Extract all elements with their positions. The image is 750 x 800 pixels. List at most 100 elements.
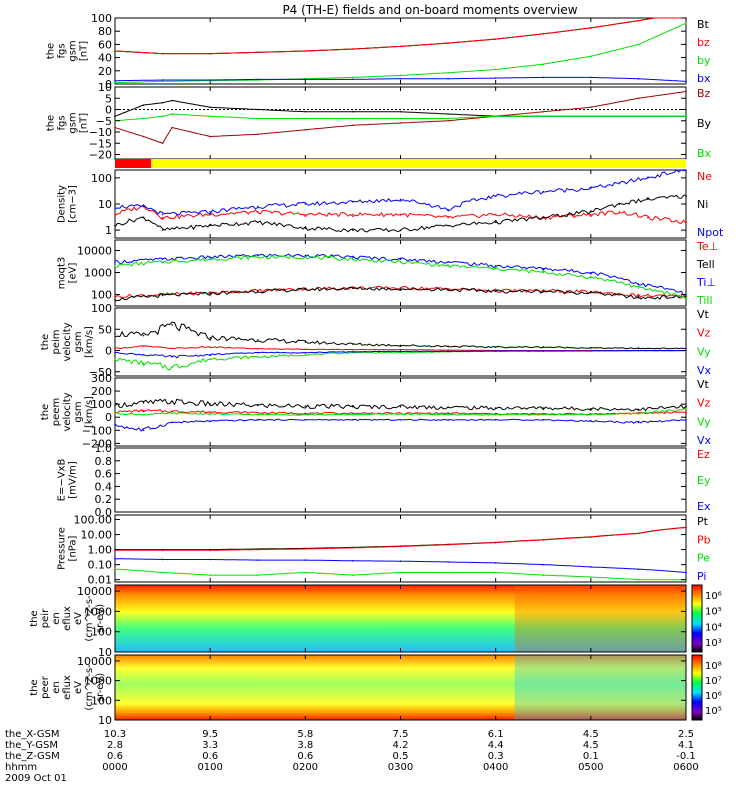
data-point <box>590 420 592 422</box>
data-point <box>209 106 211 109</box>
data-point <box>399 344 402 347</box>
y-tick-label: 20 <box>98 65 112 78</box>
legend-entry: Vz <box>697 327 711 340</box>
data-point <box>494 115 497 118</box>
data-point <box>352 256 354 258</box>
legend-entry: Tell <box>696 258 715 271</box>
data-point <box>256 256 259 258</box>
data-point <box>114 115 116 118</box>
data-point <box>494 221 497 224</box>
y-tick-label: −50 <box>89 366 112 379</box>
legend-entry: Ey <box>697 474 711 487</box>
data-point <box>209 358 211 360</box>
data-point <box>542 407 545 409</box>
data-point <box>352 350 354 353</box>
legend-entry: by <box>697 54 711 67</box>
data-point <box>256 290 259 293</box>
ephemeris-value: 3.8 <box>297 740 313 751</box>
data-point <box>209 574 211 576</box>
y-tick-label: 100 <box>91 288 112 301</box>
data-point <box>161 80 164 83</box>
colorbar-tick-label: 10³ <box>705 638 722 649</box>
ephemeris-row-label: the_X-GSM <box>5 729 59 740</box>
data-point <box>494 562 497 564</box>
date-label: 2009 Oct 01 <box>5 773 67 784</box>
data-point <box>161 142 164 145</box>
data-point <box>590 536 592 538</box>
data-point <box>352 559 354 562</box>
data-point <box>447 350 449 353</box>
x-tick-label: 0600 <box>673 762 698 773</box>
data-point <box>256 108 259 111</box>
data-point <box>447 265 449 267</box>
data-point <box>114 295 116 298</box>
spectrogram-region <box>514 585 686 652</box>
data-point <box>352 574 354 576</box>
panel-ylabel-line: [nT] <box>79 113 90 133</box>
data-point <box>542 271 545 274</box>
y-tick-label: 10 <box>98 198 112 211</box>
data-point <box>542 419 545 421</box>
data-point <box>494 419 497 421</box>
data-point <box>161 258 164 261</box>
data-point <box>542 539 545 541</box>
legend-entry: Ne <box>697 170 712 183</box>
data-point <box>637 297 640 299</box>
data-point <box>171 126 173 129</box>
data-point <box>352 76 354 79</box>
data-point <box>494 413 497 416</box>
data-point <box>447 345 449 348</box>
data-point <box>685 405 687 408</box>
y-tick-label: 0 <box>105 411 112 424</box>
data-point <box>256 559 259 561</box>
data-point <box>171 400 173 403</box>
spectrogram-region <box>514 655 686 720</box>
ephemeris-value: 4.5 <box>583 729 599 740</box>
legend-entry: Te⊥ <box>696 240 718 253</box>
data-point <box>304 203 307 205</box>
data-point <box>114 205 116 208</box>
legend-entry: Vz <box>697 397 711 410</box>
data-point <box>114 79 116 82</box>
data-point <box>256 351 259 354</box>
ephemeris-value: 0.6 <box>107 751 123 762</box>
data-point <box>161 294 164 297</box>
data-point <box>590 347 592 349</box>
data-point <box>171 412 173 415</box>
data-point <box>209 353 211 356</box>
data-point <box>209 115 211 118</box>
data-point <box>209 413 211 415</box>
panel-ylabel-line: moqt3 <box>57 257 68 290</box>
data-point <box>209 135 211 138</box>
data-point <box>209 79 211 81</box>
data-point <box>447 419 449 421</box>
data-point <box>304 419 307 421</box>
data-point <box>256 574 259 576</box>
colorbar-tick-label: 10⁵ <box>705 607 722 618</box>
y-tick-label: 0 <box>105 104 112 117</box>
data-point <box>304 110 307 113</box>
data-point <box>142 104 145 106</box>
colorbar <box>691 654 703 721</box>
data-point <box>542 350 545 352</box>
panel-ylabel: moqt3 [eV] <box>57 257 79 290</box>
data-point <box>304 78 307 81</box>
series-line <box>114 113 686 122</box>
ephemeris-value: 9.5 <box>202 729 218 740</box>
data-point <box>447 543 449 546</box>
data-point <box>256 51 259 54</box>
panel-ylabel-line: peer <box>40 675 51 699</box>
data-point <box>352 213 354 216</box>
panel-ylabel-line: Density <box>57 185 68 223</box>
data-point <box>542 216 545 219</box>
y-tick-label: 10000 <box>77 585 112 598</box>
data-point <box>685 347 687 350</box>
data-point <box>542 267 545 270</box>
panel-ylabel-line: [km/s] <box>84 326 95 358</box>
data-point <box>447 406 449 409</box>
data-point <box>399 117 402 120</box>
data-point <box>352 48 354 50</box>
data-point <box>142 334 145 337</box>
data-point <box>542 574 545 576</box>
y-tick-label: 300 <box>91 372 112 385</box>
